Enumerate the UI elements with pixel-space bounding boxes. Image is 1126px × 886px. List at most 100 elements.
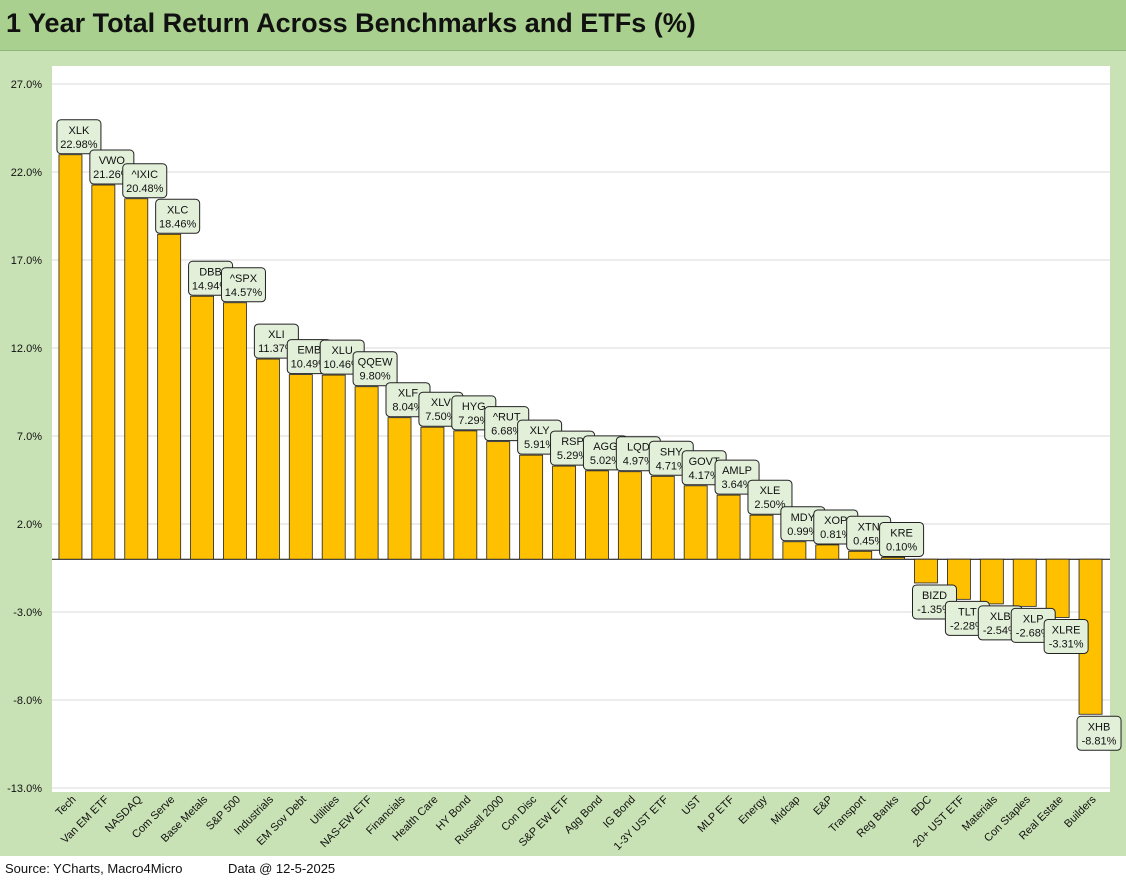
data-label-ticker: XLB [990,611,1011,623]
data-label-ticker: XLK [69,125,90,137]
bar [1012,558,1037,607]
footer [0,856,1126,886]
data-label-ticker: AMLP [722,465,752,477]
y-tick-label: -13.0% [7,783,42,795]
data-label-value: 14.94% [192,280,230,292]
data-label-value: 10.49% [291,359,329,371]
data-label: QQEW 9.80% [352,351,398,387]
y-tick-label: -3.0% [13,607,42,619]
data-label-value: -2.54% [983,625,1018,637]
bar [157,233,182,560]
data-label-value: 18.46% [159,218,197,230]
bar [519,454,544,560]
y-tick-label: -8.0% [13,695,42,707]
data-label-value: -1.35% [917,604,952,616]
data-label-ticker: VWO [99,155,126,167]
bar [683,485,708,560]
data-label-ticker: LQD [627,442,650,454]
data-label-ticker: XLP [1023,613,1044,625]
data-label-value: 0.81% [820,529,851,541]
data-date-note: Data @ 12-5-2025 [228,861,336,876]
data-label-box [1043,618,1089,654]
category-label: BDC [909,794,934,819]
category-label: UST [680,793,704,817]
y-tick-label: 17.0% [11,255,42,267]
data-label-ticker: XLV [431,397,452,409]
data-label-ticker: EMB [297,345,321,357]
data-label-value: 2.50% [754,499,785,511]
data-label: KRE 0.10% [879,521,925,557]
bar [1045,558,1070,618]
data-label: BIZD -1.35% [911,584,957,620]
data-label-ticker: KRE [890,527,913,539]
chart-title: 1 Year Total Return Across Benchmarks an… [6,8,696,38]
bar [255,358,280,560]
data-label-ticker: XLU [331,345,352,357]
data-label: ^IXIC 20.48% [122,163,168,199]
bar [979,558,1004,605]
data-label: XLK 22.98% [56,119,102,155]
bar [288,374,313,560]
data-label: XLC 18.46% [155,198,201,234]
y-tick-label: 12.0% [11,343,42,355]
data-label-value: 0.99% [787,526,818,538]
category-label: Energy [736,793,769,826]
bar [354,386,379,560]
data-label-value: 4.17% [689,470,720,482]
bar [881,557,906,560]
bar [585,470,609,560]
data-label-box [352,351,398,387]
bar [486,441,511,560]
bar [782,541,807,560]
bar [552,465,576,560]
data-label-ticker: QQEW [358,357,393,369]
data-label-ticker: XLI [268,329,285,341]
data-label-value: 9.80% [359,371,390,383]
bar [223,302,247,560]
category-label: Builders [1062,793,1099,830]
source-note: Source: YCharts, Macro4Micro [5,861,183,876]
bar [387,417,412,560]
bar [453,430,478,560]
data-label-box [220,267,266,303]
data-label-value: 8.04% [392,402,423,414]
data-label-value: 22.98% [60,139,98,151]
data-label: XLRE -3.31% [1043,618,1089,654]
y-tick-label: 7.0% [17,431,42,443]
bar [58,154,83,560]
data-label-value: 0.10% [886,541,917,553]
bar [716,494,741,560]
y-tick-label: 2.0% [17,519,42,531]
category-label: E&P [811,794,835,818]
data-label: XLV 7.50% [418,391,464,427]
bar [91,184,116,560]
bar [124,198,149,560]
data-label: ^SPX 14.57% [220,267,266,303]
data-label-value: 4.97% [623,456,654,468]
data-label: XLE 2.50% [747,479,793,515]
data-label-box [879,521,925,557]
category-label: Tech [54,794,79,819]
data-label-value: 21.26% [93,169,131,181]
data-label-ticker: XLC [167,204,188,216]
data-label-box [155,198,201,234]
data-label-ticker: SHY [660,446,683,458]
data-label-ticker: XTN [858,521,880,533]
data-label-value: 7.50% [425,411,456,423]
data-label-box [747,479,793,515]
data-label: XHB -8.81% [1076,715,1122,751]
data-label-value: 11.37% [258,343,295,355]
data-label-value: 4.71% [656,460,687,472]
data-label: EMB 10.49% [286,339,332,375]
data-label-value: -3.31% [1049,638,1084,650]
data-label-value: 10.46% [324,359,362,371]
data-label-value: -2.68% [1016,627,1051,639]
data-label-ticker: XLY [530,425,551,437]
y-tick-label: 22.0% [11,167,42,179]
data-label-value: 5.02% [590,455,621,467]
bar [815,544,840,560]
data-label-ticker: RSP [561,436,584,448]
data-label-value: 7.29% [458,415,489,427]
data-label-ticker: XLRE [1052,624,1081,636]
